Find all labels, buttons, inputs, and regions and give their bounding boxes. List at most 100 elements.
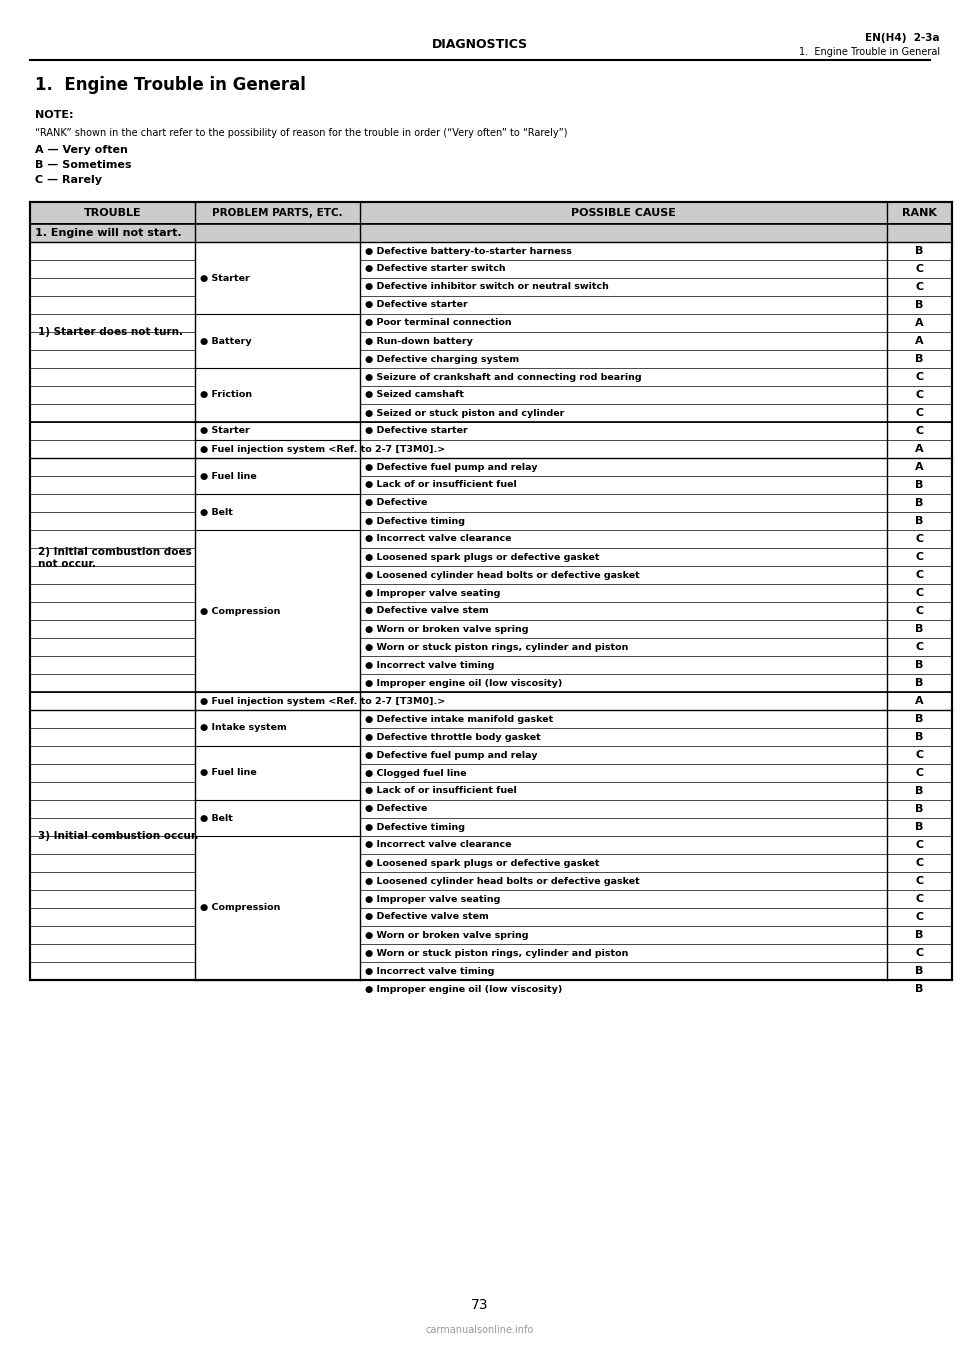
Text: B: B (915, 966, 924, 976)
Text: ● Poor terminal connection: ● Poor terminal connection (365, 319, 512, 327)
Text: ● Improper valve seating: ● Improper valve seating (365, 589, 500, 597)
Text: C: C (916, 426, 924, 436)
Text: ● Defective starter: ● Defective starter (365, 300, 468, 309)
Text: B: B (915, 984, 924, 993)
Text: C: C (916, 535, 924, 544)
Text: B: B (915, 731, 924, 742)
Text: ● Worn or broken valve spring: ● Worn or broken valve spring (365, 624, 529, 634)
Text: ● Battery: ● Battery (200, 337, 252, 346)
Text: ● Defective timing: ● Defective timing (365, 517, 465, 525)
Text: ● Defective: ● Defective (365, 498, 427, 508)
Text: C: C (916, 768, 924, 778)
Text: ● Belt: ● Belt (200, 813, 233, 822)
Text: ● Defective valve stem: ● Defective valve stem (365, 912, 489, 921)
Text: ● Defective: ● Defective (365, 805, 427, 813)
Text: RANK: RANK (902, 208, 937, 218)
Text: ● Defective starter: ● Defective starter (365, 426, 468, 436)
Text: ● Worn or stuck piston rings, cylinder and piston: ● Worn or stuck piston rings, cylinder a… (365, 642, 629, 651)
Text: B: B (915, 660, 924, 670)
Text: B: B (915, 498, 924, 508)
Text: C: C (916, 877, 924, 886)
Text: A: A (915, 318, 924, 328)
Text: 1) Starter does not turn.: 1) Starter does not turn. (38, 327, 183, 337)
Text: ● Defective charging system: ● Defective charging system (365, 354, 519, 364)
Text: C: C (916, 858, 924, 868)
Text: ● Lack of or insufficient fuel: ● Lack of or insufficient fuel (365, 787, 516, 795)
Text: B: B (915, 786, 924, 797)
Text: not occur.: not occur. (38, 559, 96, 569)
Text: C: C (916, 552, 924, 562)
Text: C: C (916, 949, 924, 958)
Text: ● Defective inhibitor switch or neutral switch: ● Defective inhibitor switch or neutral … (365, 282, 609, 292)
Text: NOTE:: NOTE: (35, 110, 74, 119)
Text: ● Starter: ● Starter (200, 426, 250, 436)
Text: TROUBLE: TROUBLE (84, 208, 141, 218)
Text: 1.  Engine Trouble in General: 1. Engine Trouble in General (35, 76, 306, 94)
Text: C: C (916, 282, 924, 292)
Text: POSSIBLE CAUSE: POSSIBLE CAUSE (571, 208, 676, 218)
Text: B: B (915, 516, 924, 527)
Text: 1. Engine will not start.: 1. Engine will not start. (35, 228, 181, 237)
Text: ● Friction: ● Friction (200, 391, 252, 399)
Text: ● Defective fuel pump and relay: ● Defective fuel pump and relay (365, 750, 538, 760)
Text: B: B (915, 930, 924, 940)
Text: B: B (915, 714, 924, 725)
Bar (30, 202, 952, 224)
Text: C: C (916, 588, 924, 598)
Text: ● Loosened cylinder head bolts or defective gasket: ● Loosened cylinder head bolts or defect… (365, 877, 639, 886)
Text: ● Loosened cylinder head bolts or defective gasket: ● Loosened cylinder head bolts or defect… (365, 570, 639, 579)
Text: C: C (916, 607, 924, 616)
Text: ● Run-down battery: ● Run-down battery (365, 337, 473, 346)
Text: “RANK” shown in the chart refer to the possibility of reason for the trouble in : “RANK” shown in the chart refer to the p… (35, 128, 567, 138)
Text: ● Seizure of crankshaft and connecting rod bearing: ● Seizure of crankshaft and connecting r… (365, 373, 641, 381)
Text: DIAGNOSTICS: DIAGNOSTICS (432, 38, 528, 52)
Text: ● Worn or broken valve spring: ● Worn or broken valve spring (365, 931, 529, 939)
Text: ● Lack of or insufficient fuel: ● Lack of or insufficient fuel (365, 480, 516, 490)
Text: ● Seized or stuck piston and cylinder: ● Seized or stuck piston and cylinder (365, 408, 564, 418)
Text: ● Intake system: ● Intake system (200, 723, 287, 733)
Text: ● Fuel injection system <Ref. to 2-7 [T3M0].>: ● Fuel injection system <Ref. to 2-7 [T3… (200, 445, 445, 453)
Bar (30, 224, 952, 242)
Text: A: A (915, 444, 924, 455)
Text: ● Defective intake manifold gasket: ● Defective intake manifold gasket (365, 715, 553, 723)
Text: A — Very often: A — Very often (35, 145, 128, 155)
Text: ● Compression: ● Compression (200, 607, 280, 616)
Text: ● Defective starter switch: ● Defective starter switch (365, 265, 506, 274)
Text: A: A (915, 337, 924, 346)
Text: ● Incorrect valve timing: ● Incorrect valve timing (365, 966, 494, 976)
Text: ● Belt: ● Belt (200, 508, 233, 517)
Text: 3) Initial combustion occur.: 3) Initial combustion occur. (38, 830, 199, 841)
Text: B: B (915, 803, 924, 814)
Text: C: C (916, 894, 924, 904)
Text: C: C (916, 265, 924, 274)
Text: ● Improper engine oil (low viscosity): ● Improper engine oil (low viscosity) (365, 984, 563, 993)
Text: C: C (916, 408, 924, 418)
Text: ● Fuel line: ● Fuel line (200, 471, 256, 480)
Text: ● Defective valve stem: ● Defective valve stem (365, 607, 489, 616)
Text: 2) Initial combustion does: 2) Initial combustion does (38, 547, 192, 556)
Text: ● Incorrect valve clearance: ● Incorrect valve clearance (365, 535, 512, 544)
Text: 1.  Engine Trouble in General: 1. Engine Trouble in General (799, 47, 940, 57)
Text: ● Fuel injection system <Ref. to 2-7 [T3M0].>: ● Fuel injection system <Ref. to 2-7 [T3… (200, 696, 445, 706)
Text: ● Seized camshaft: ● Seized camshaft (365, 391, 464, 399)
Text: C: C (916, 642, 924, 651)
Text: C: C (916, 570, 924, 579)
Text: B: B (915, 246, 924, 256)
Text: ● Clogged fuel line: ● Clogged fuel line (365, 768, 467, 778)
Text: B: B (915, 354, 924, 364)
Text: C: C (916, 389, 924, 400)
Text: C: C (916, 372, 924, 383)
Text: A: A (915, 461, 924, 472)
Text: ● Improper engine oil (low viscosity): ● Improper engine oil (low viscosity) (365, 678, 563, 688)
Text: C — Rarely: C — Rarely (35, 175, 102, 185)
Text: ● Compression: ● Compression (200, 904, 280, 912)
Text: B: B (915, 480, 924, 490)
Text: A: A (915, 696, 924, 706)
Text: C: C (916, 912, 924, 921)
Text: C: C (916, 840, 924, 849)
Text: B — Sometimes: B — Sometimes (35, 160, 132, 170)
Text: 73: 73 (471, 1299, 489, 1312)
Text: B: B (915, 300, 924, 309)
Text: ● Defective timing: ● Defective timing (365, 822, 465, 832)
Text: ● Loosened spark plugs or defective gasket: ● Loosened spark plugs or defective gask… (365, 552, 599, 562)
